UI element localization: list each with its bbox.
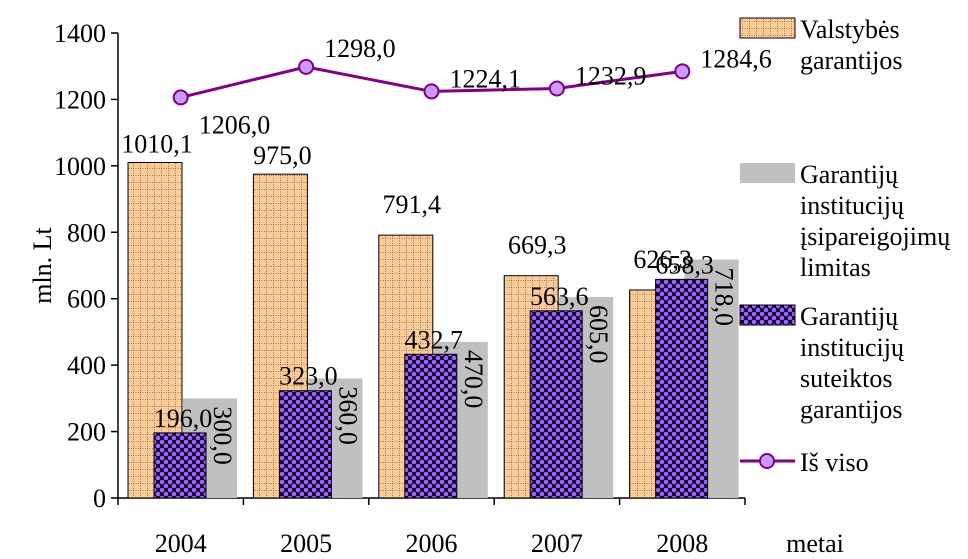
y-tick-label: 800	[67, 218, 106, 247]
x-tick-label: 2006	[406, 529, 458, 558]
data-label-isipareigojimu-limitas: 470,0	[459, 350, 488, 409]
y-tick-label: 200	[67, 418, 106, 447]
point-is-viso	[172, 89, 189, 106]
legend-label: institucijų	[800, 333, 905, 362]
data-label-suteiktos-garantijos: 658,3	[655, 250, 714, 279]
data-label-isipareigojimu-limitas: 718,0	[710, 268, 739, 327]
bar-suteiktos-garantijos	[529, 310, 583, 499]
data-label-suteiktos-garantijos: 563,6	[530, 282, 589, 311]
data-label-valstybes-garantijos: 791,4	[383, 190, 442, 219]
legend-label: Valstybės	[800, 15, 900, 44]
y-tick-label: 0	[93, 484, 106, 513]
legend-label: garantijos	[800, 46, 903, 75]
y-tick-label: 400	[67, 351, 106, 380]
x-tick-label: 2005	[280, 529, 332, 558]
data-label-is-viso: 1284,6	[700, 44, 772, 73]
data-label-suteiktos-garantijos: 323,0	[279, 362, 338, 391]
legend-swatch-isipareigojimu-limitas	[740, 163, 795, 183]
y-tick-label: 1000	[54, 152, 106, 181]
x-axis-label: metai	[786, 529, 844, 558]
point-is-viso	[674, 63, 691, 80]
legend-label: Garantijų	[800, 160, 899, 189]
bar-suteiktos-garantijos	[153, 432, 207, 499]
data-label-suteiktos-garantijos: 196,0	[154, 404, 213, 433]
data-label-valstybes-garantijos: 669,3	[508, 231, 567, 260]
data-label-suteiktos-garantijos: 432,7	[405, 325, 464, 354]
x-tick-label: 2007	[531, 529, 583, 558]
y-tick-label: 600	[67, 285, 106, 314]
x-tick-label: 2008	[656, 529, 708, 558]
legend-label: įsipareigojimų	[800, 222, 951, 251]
data-label-isipareigojimu-limitas: 605,0	[584, 305, 613, 364]
x-tick-label: 2004	[155, 529, 207, 558]
data-label-valstybes-garantijos: 1010,1	[121, 130, 193, 159]
data-label-is-viso: 1206,0	[199, 110, 271, 139]
legend-label: garantijos	[800, 395, 903, 424]
bar-suteiktos-garantijos	[655, 278, 709, 499]
data-label-is-viso: 1232,9	[575, 62, 647, 91]
data-label-valstybes-garantijos: 626,3	[633, 245, 692, 274]
y-tick-label: 1400	[54, 19, 106, 48]
legend-swatch-valstybes-garantijos	[739, 17, 796, 39]
legend-label: institucijų	[800, 191, 905, 220]
legend-label: Iš viso	[800, 448, 869, 477]
point-is-viso	[423, 83, 440, 100]
legend-swatch-suteiktos-garantijos	[739, 304, 796, 326]
bar-suteiktos-garantijos	[404, 353, 458, 499]
legend-label: limitas	[800, 253, 871, 282]
y-tick-label: 1200	[54, 85, 106, 114]
data-label-is-viso: 1298,0	[324, 34, 396, 63]
legend-marker-is-viso	[759, 453, 775, 469]
y-axis-label: mln. Lt	[28, 226, 57, 303]
legend-label: Garantijų	[800, 302, 899, 331]
data-label-isipareigojimu-limitas: 300,0	[208, 406, 237, 465]
data-label-is-viso: 1224,1	[450, 64, 522, 93]
data-label-isipareigojimu-limitas: 360,0	[333, 386, 362, 445]
point-is-viso	[548, 80, 565, 97]
legend-label: suteiktos	[800, 364, 892, 393]
point-is-viso	[298, 58, 315, 75]
bar-suteiktos-garantijos	[278, 390, 332, 499]
data-label-valstybes-garantijos: 975,0	[253, 141, 312, 170]
